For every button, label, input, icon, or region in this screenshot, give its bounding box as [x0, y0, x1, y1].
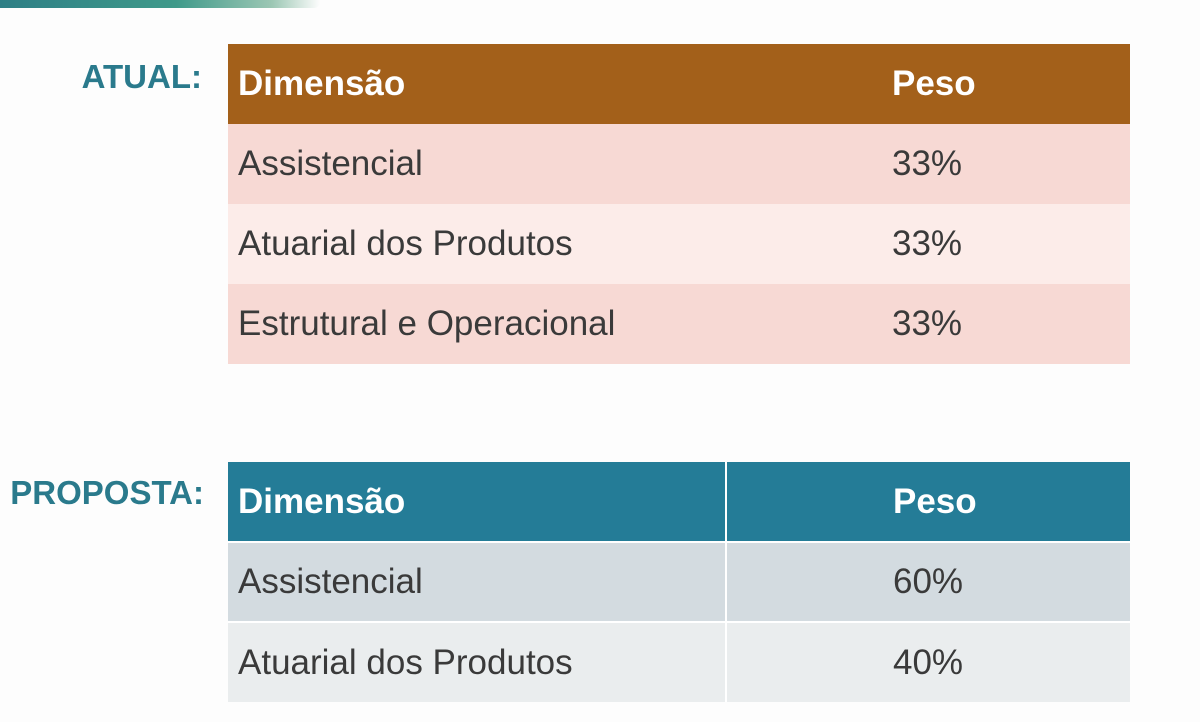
dimensao-cell: Atuarial dos Produtos [228, 204, 726, 284]
table-row: Atuarial dos Produtos 33% [228, 204, 1130, 284]
dimensao-cell: Estrutural e Operacional [228, 284, 726, 364]
proposta-table: Dimensão Peso Assistencial 60% Atuarial … [228, 462, 1130, 702]
dimensao-cell: Atuarial dos Produtos [228, 621, 727, 702]
peso-cell: 60% [726, 541, 1130, 622]
atual-label: ATUAL: [81, 58, 202, 95]
dimensao-cell: Assistencial [228, 124, 726, 204]
table-row: Assistencial 33% [228, 124, 1130, 204]
peso-cell: 33% [726, 124, 1130, 204]
atual-table: Dimensão Peso Assistencial 33% Atuarial … [228, 44, 1130, 364]
dimensao-cell: Assistencial [228, 541, 727, 622]
table-row: Assistencial 60% [228, 541, 1130, 622]
column-header-peso: Peso [726, 44, 1130, 124]
peso-cell: 33% [726, 284, 1130, 364]
table-row: Estrutural e Operacional 33% [228, 284, 1130, 364]
proposta-label: PROPOSTA: [10, 474, 204, 511]
top-decorative-strip [0, 0, 320, 8]
table-header-row: Dimensão Peso [228, 462, 1130, 542]
table-row: Atuarial dos Produtos 40% [228, 621, 1130, 702]
table-header-row: Dimensão Peso [228, 44, 1130, 124]
peso-cell: 33% [726, 204, 1130, 284]
peso-cell: 40% [726, 621, 1130, 702]
column-header-dimensao: Dimensão [228, 44, 726, 124]
column-header-dimensao: Dimensão [228, 462, 727, 542]
column-header-peso: Peso [726, 462, 1130, 542]
